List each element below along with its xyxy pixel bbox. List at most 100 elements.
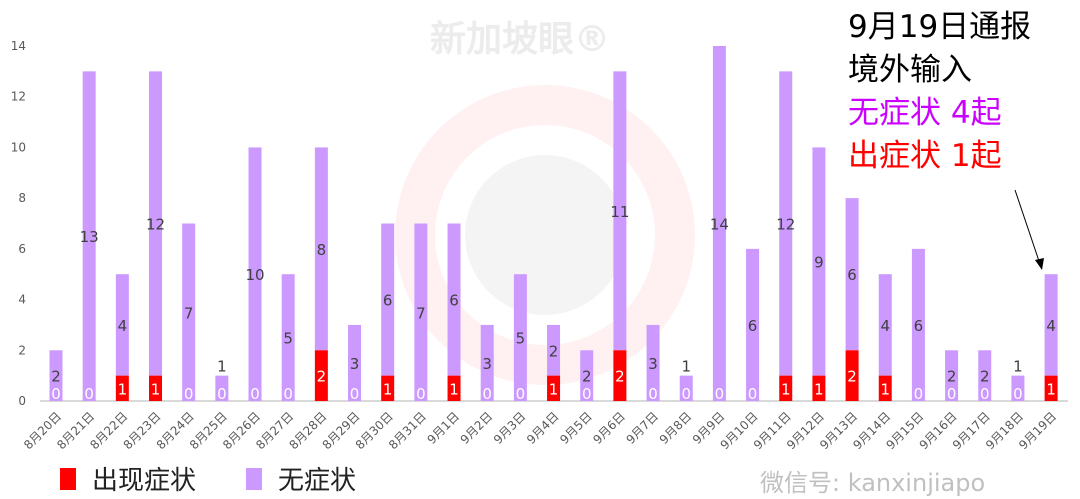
bar-symptomatic [845, 350, 859, 401]
arrow-head-icon [1035, 258, 1044, 270]
bar-asymptomatic [480, 324, 494, 401]
data-label-symptomatic: 1 [814, 380, 824, 398]
x-tick-label: 9月8日 [657, 409, 695, 447]
bar-asymptomatic [447, 223, 461, 376]
data-label-asymptomatic: 10 [245, 266, 264, 284]
bar-symptomatic [381, 375, 395, 401]
data-label-symptomatic: 0 [980, 385, 990, 403]
bar-asymptomatic [115, 274, 129, 376]
bar-asymptomatic [1044, 274, 1058, 376]
data-label-symptomatic: 0 [748, 385, 758, 403]
watermark-disc [465, 155, 625, 315]
bar-asymptomatic [49, 350, 63, 401]
bar-symptomatic [779, 375, 793, 401]
x-tick-label: 9月3日 [491, 409, 529, 447]
bar-asymptomatic [878, 274, 892, 376]
bar-asymptomatic [712, 46, 726, 401]
data-label-asymptomatic: 2 [582, 368, 592, 386]
data-label-asymptomatic: 7 [416, 304, 426, 322]
bar-asymptomatic [580, 350, 594, 401]
bar-asymptomatic [348, 324, 362, 401]
data-label-symptomatic: 1 [880, 380, 890, 398]
bar-asymptomatic [314, 147, 328, 351]
data-label-symptomatic: 2 [615, 368, 625, 386]
data-label-asymptomatic: 3 [648, 355, 658, 373]
data-label-asymptomatic: 3 [482, 355, 492, 373]
annotation-line: 出症状 1起 [848, 138, 1002, 174]
bar-asymptomatic [646, 324, 660, 401]
bar-symptomatic [812, 375, 826, 401]
bar-asymptomatic [746, 248, 760, 401]
annotation: 9月19日通报 境外输入 无症状 4起 出症状 1起 [848, 6, 1031, 178]
annotation-line: 境外输入 [848, 52, 972, 88]
data-label-symptomatic: 0 [947, 385, 957, 403]
bar-asymptomatic [281, 274, 295, 401]
bar-asymptomatic [149, 71, 163, 376]
data-label-asymptomatic: 6 [847, 266, 857, 284]
bar-asymptomatic [547, 324, 561, 376]
data-label-asymptomatic: 2 [51, 368, 61, 386]
data-label-asymptomatic: 6 [383, 292, 393, 310]
legend-swatch-symptomatic [60, 467, 76, 490]
data-label-asymptomatic: 6 [748, 317, 758, 335]
watermark-logo: 新加坡眼® [430, 19, 611, 60]
bar-asymptomatic [845, 198, 859, 351]
legend-swatch-asymptomatic [246, 467, 263, 490]
data-label-asymptomatic: 8 [317, 241, 327, 259]
y-tick-label: 4 [18, 293, 26, 307]
x-tick-label: 9月1日 [424, 409, 462, 447]
data-label-symptomatic: 0 [482, 385, 492, 403]
x-tick-label: 9月4日 [524, 409, 562, 447]
bar-symptomatic [115, 375, 129, 401]
bar-asymptomatic [215, 375, 229, 401]
data-label-symptomatic: 0 [715, 385, 725, 403]
data-label-asymptomatic: 6 [449, 292, 459, 310]
data-label-asymptomatic: 3 [350, 355, 360, 373]
data-label-symptomatic: 2 [847, 368, 857, 386]
y-tick-label: 2 [18, 343, 26, 357]
data-label-asymptomatic: 2 [947, 368, 957, 386]
data-label-asymptomatic: 1 [217, 358, 227, 376]
data-label-asymptomatic: 2 [980, 368, 990, 386]
data-label-symptomatic: 0 [283, 385, 293, 403]
y-tick-label: 0 [18, 394, 26, 408]
data-label-symptomatic: 1 [151, 380, 161, 398]
y-tick-label: 12 [11, 90, 26, 104]
annotation-line: 9月19日通报 [848, 9, 1032, 45]
watermark-wechat: 微信号: kanxinjiapo [760, 469, 986, 497]
data-label-symptomatic: 0 [914, 385, 924, 403]
bar-asymptomatic [182, 223, 196, 401]
bar-asymptomatic [381, 223, 395, 376]
data-label-asymptomatic: 7 [184, 304, 194, 322]
data-label-symptomatic: 1 [781, 380, 791, 398]
legend-label: 出现症状 [92, 466, 197, 496]
data-label-asymptomatic: 13 [80, 228, 99, 246]
data-label-asymptomatic: 12 [776, 216, 795, 234]
data-label-asymptomatic: 11 [610, 203, 629, 221]
x-tick-label: 9月6日 [590, 409, 628, 447]
data-label-symptomatic: 0 [184, 385, 194, 403]
bar-symptomatic [878, 375, 892, 401]
bar-asymptomatic [779, 71, 793, 376]
data-label-symptomatic: 0 [582, 385, 592, 403]
data-label-symptomatic: 1 [118, 380, 128, 398]
bar-asymptomatic [414, 223, 428, 401]
bar-symptomatic [1044, 375, 1058, 401]
data-label-asymptomatic: 2 [549, 342, 559, 360]
data-label-asymptomatic: 4 [118, 317, 128, 335]
y-tick-label: 14 [11, 39, 26, 53]
data-label-asymptomatic: 1 [1013, 358, 1023, 376]
data-label-asymptomatic: 4 [880, 317, 890, 335]
y-tick-label: 10 [11, 140, 26, 154]
data-label-symptomatic: 0 [250, 385, 260, 403]
bar-asymptomatic [911, 248, 925, 401]
data-label-asymptomatic: 5 [516, 330, 526, 348]
data-label-symptomatic: 0 [648, 385, 658, 403]
y-tick-label: 8 [18, 191, 26, 205]
data-label-asymptomatic: 5 [283, 330, 293, 348]
data-label-symptomatic: 0 [1013, 385, 1023, 403]
x-tick-label: 9月7日 [624, 409, 662, 447]
legend: 出现症状 无症状 [60, 460, 356, 497]
